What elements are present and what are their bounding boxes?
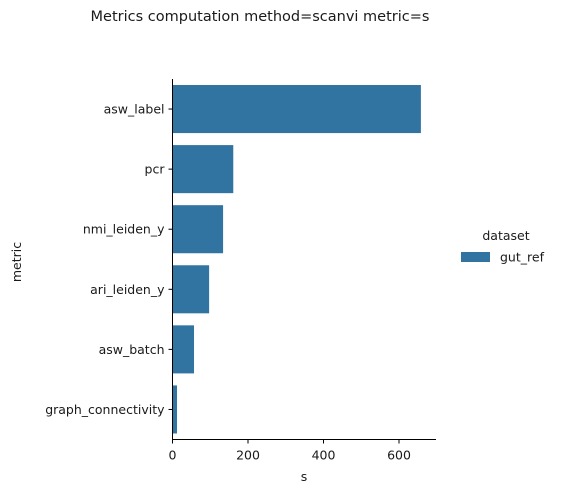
bar-asw_batch: [172, 325, 195, 374]
bar-ari_leiden_y: [172, 265, 210, 314]
y-axis-label: metric: [9, 242, 24, 282]
legend-swatch: [461, 252, 490, 262]
legend: dataset gut_ref: [461, 228, 545, 265]
y-tick-label: graph_connectivity: [45, 402, 165, 417]
x-tick-label: 0: [169, 448, 177, 463]
bar-asw_label: [172, 85, 421, 134]
chart-title: Metrics computation method=scanvi metric…: [91, 9, 430, 25]
y-tick-label: pcr: [145, 162, 166, 177]
x-tick-label: 600: [387, 448, 411, 463]
bar-group: [172, 85, 421, 434]
y-tick-label: ari_leiden_y: [90, 282, 165, 297]
x-tick-label: 400: [312, 448, 336, 463]
legend-label: gut_ref: [500, 250, 545, 265]
x-tick-group: 0 200 400 600: [169, 439, 411, 463]
bar-pcr: [172, 145, 234, 194]
y-tick-label: asw_batch: [99, 342, 165, 357]
x-tick-label: 200: [236, 448, 260, 463]
legend-title: dataset: [482, 228, 529, 243]
x-axis-label: s: [301, 469, 308, 484]
y-tick-label: asw_label: [104, 102, 165, 117]
bar-nmi_leiden_y: [172, 205, 224, 254]
bar-graph_connectivity: [172, 385, 178, 434]
y-tick-label: nmi_leiden_y: [83, 222, 165, 237]
